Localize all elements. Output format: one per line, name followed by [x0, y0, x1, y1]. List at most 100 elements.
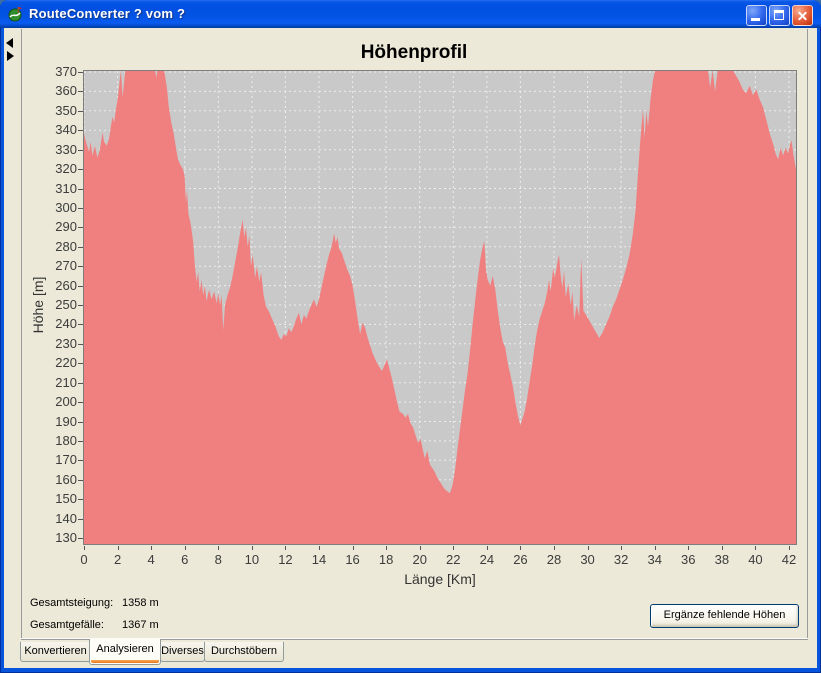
- y-tick-label: 160: [55, 471, 77, 487]
- close-button[interactable]: [792, 5, 813, 26]
- y-tick-mark: [78, 305, 83, 306]
- y-tick-label: 240: [55, 316, 77, 332]
- x-tick-mark: [520, 546, 522, 550]
- y-tick-mark: [78, 518, 83, 520]
- x-tick-label: 6: [181, 552, 189, 567]
- y-tick-mark: [78, 149, 83, 151]
- titlebar[interactable]: RouteConverter ? vom ?: [0, 0, 821, 28]
- x-tick-mark: [319, 546, 320, 550]
- minimize-icon: [751, 18, 760, 21]
- x-tick-label: 10: [244, 552, 260, 567]
- y-tick-label: 290: [55, 219, 77, 235]
- total-ascent-label: Gesamtsteigung:: [30, 597, 114, 609]
- x-tick-label: 22: [446, 552, 461, 567]
- y-tick-label: 360: [55, 83, 77, 99]
- x-tick-label: 8: [214, 552, 222, 567]
- x-tick-mark: [218, 546, 220, 550]
- y-tick-label: 230: [55, 335, 77, 351]
- tab-durchstöbern[interactable]: Durchstöbern: [204, 642, 284, 662]
- x-tick-label: 34: [647, 552, 662, 567]
- y-tick-mark: [78, 440, 83, 442]
- y-tick-label: 130: [55, 530, 77, 545]
- divider-line: [21, 29, 22, 639]
- x-tick-label: 14: [311, 552, 327, 567]
- x-tick-label: 38: [714, 552, 730, 567]
- content-bottom-highlight: [21, 638, 808, 639]
- x-tick-label: 28: [546, 552, 562, 567]
- y-tick-label: 320: [55, 161, 77, 177]
- x-tick-mark: [453, 546, 455, 550]
- x-tick-label: 36: [681, 552, 696, 567]
- y-tick-mark: [78, 110, 83, 112]
- y-tick-label: 210: [55, 374, 77, 390]
- y-tick-label: 260: [55, 277, 77, 293]
- x-tick-label: 0: [80, 552, 88, 567]
- complement-elevations-button[interactable]: Ergänze fehlende Höhen: [650, 604, 799, 628]
- y-tick-mark: [78, 538, 83, 539]
- y-tick-label: 150: [55, 491, 77, 507]
- y-tick-mark: [78, 402, 83, 404]
- tab-konvertieren[interactable]: Konvertieren: [20, 642, 91, 662]
- x-tick-mark: [654, 546, 656, 550]
- y-tick-label: 140: [55, 510, 77, 526]
- x-tick-mark: [386, 546, 388, 550]
- content-bottom-edge: [21, 639, 808, 640]
- x-tick-label: 16: [345, 552, 360, 567]
- x-tick-label: 26: [513, 552, 528, 567]
- y-tick-mark: [78, 285, 83, 287]
- x-tick-mark: [419, 546, 421, 550]
- x-tick-mark: [251, 546, 253, 550]
- expand-right-icon[interactable]: [7, 51, 14, 61]
- tab-diverses[interactable]: Diverses: [160, 642, 205, 662]
- elevation-plot-area: [83, 70, 797, 545]
- x-tick-mark: [352, 546, 354, 550]
- window-title: RouteConverter ? vom ?: [29, 6, 186, 21]
- tab-analysieren[interactable]: Analysieren: [89, 639, 161, 665]
- y-tick-mark: [78, 479, 83, 481]
- minimize-button[interactable]: [746, 5, 767, 26]
- y-tick-mark: [78, 188, 83, 190]
- chart-title: Höhenprofil: [360, 42, 468, 63]
- x-tick-mark: [688, 546, 690, 550]
- splitpane-divider[interactable]: [4, 29, 21, 639]
- y-tick-mark: [78, 169, 83, 171]
- y-tick-label: 170: [55, 452, 77, 468]
- x-tick-label: 42: [781, 552, 797, 567]
- y-tick-label: 300: [55, 199, 77, 215]
- y-tick-label: 250: [55, 297, 77, 312]
- y-tick-label: 280: [55, 238, 77, 254]
- x-tick-label: 20: [412, 552, 427, 567]
- x-tick-mark: [486, 546, 488, 550]
- y-tick-mark: [78, 421, 83, 423]
- y-tick-label: 370: [55, 64, 77, 79]
- y-axis-title: Höhe [m]: [30, 276, 46, 334]
- y-tick-label: 270: [55, 258, 77, 274]
- y-tick-label: 220: [55, 355, 77, 371]
- y-tick-mark: [78, 91, 83, 93]
- x-tick-mark: [285, 546, 287, 550]
- total-ascent-value: 1358 m: [122, 597, 159, 609]
- x-tick-label: 30: [580, 552, 595, 567]
- y-tick-mark: [78, 382, 83, 384]
- x-tick-mark: [587, 546, 589, 550]
- y-tick-mark: [78, 246, 83, 248]
- x-tick-mark: [151, 546, 153, 550]
- x-axis-title: Länge [Km]: [404, 571, 476, 587]
- app-icon: [8, 7, 22, 22]
- y-tick-mark: [78, 72, 83, 73]
- y-tick-mark: [78, 207, 83, 209]
- y-tick-label: 310: [55, 180, 77, 196]
- maximize-icon: [774, 10, 784, 20]
- y-tick-mark: [78, 227, 83, 229]
- y-tick-label: 350: [55, 102, 77, 118]
- x-tick-mark: [554, 546, 555, 550]
- y-tick-label: 340: [55, 122, 77, 138]
- maximize-button[interactable]: [769, 5, 790, 26]
- total-descent-label: Gesamtgefälle:: [30, 619, 104, 631]
- collapse-left-icon[interactable]: [6, 38, 13, 48]
- x-tick-label: 18: [378, 552, 394, 567]
- y-tick-mark: [78, 499, 83, 501]
- y-tick-label: 190: [55, 413, 77, 429]
- y-tick-mark: [78, 460, 83, 462]
